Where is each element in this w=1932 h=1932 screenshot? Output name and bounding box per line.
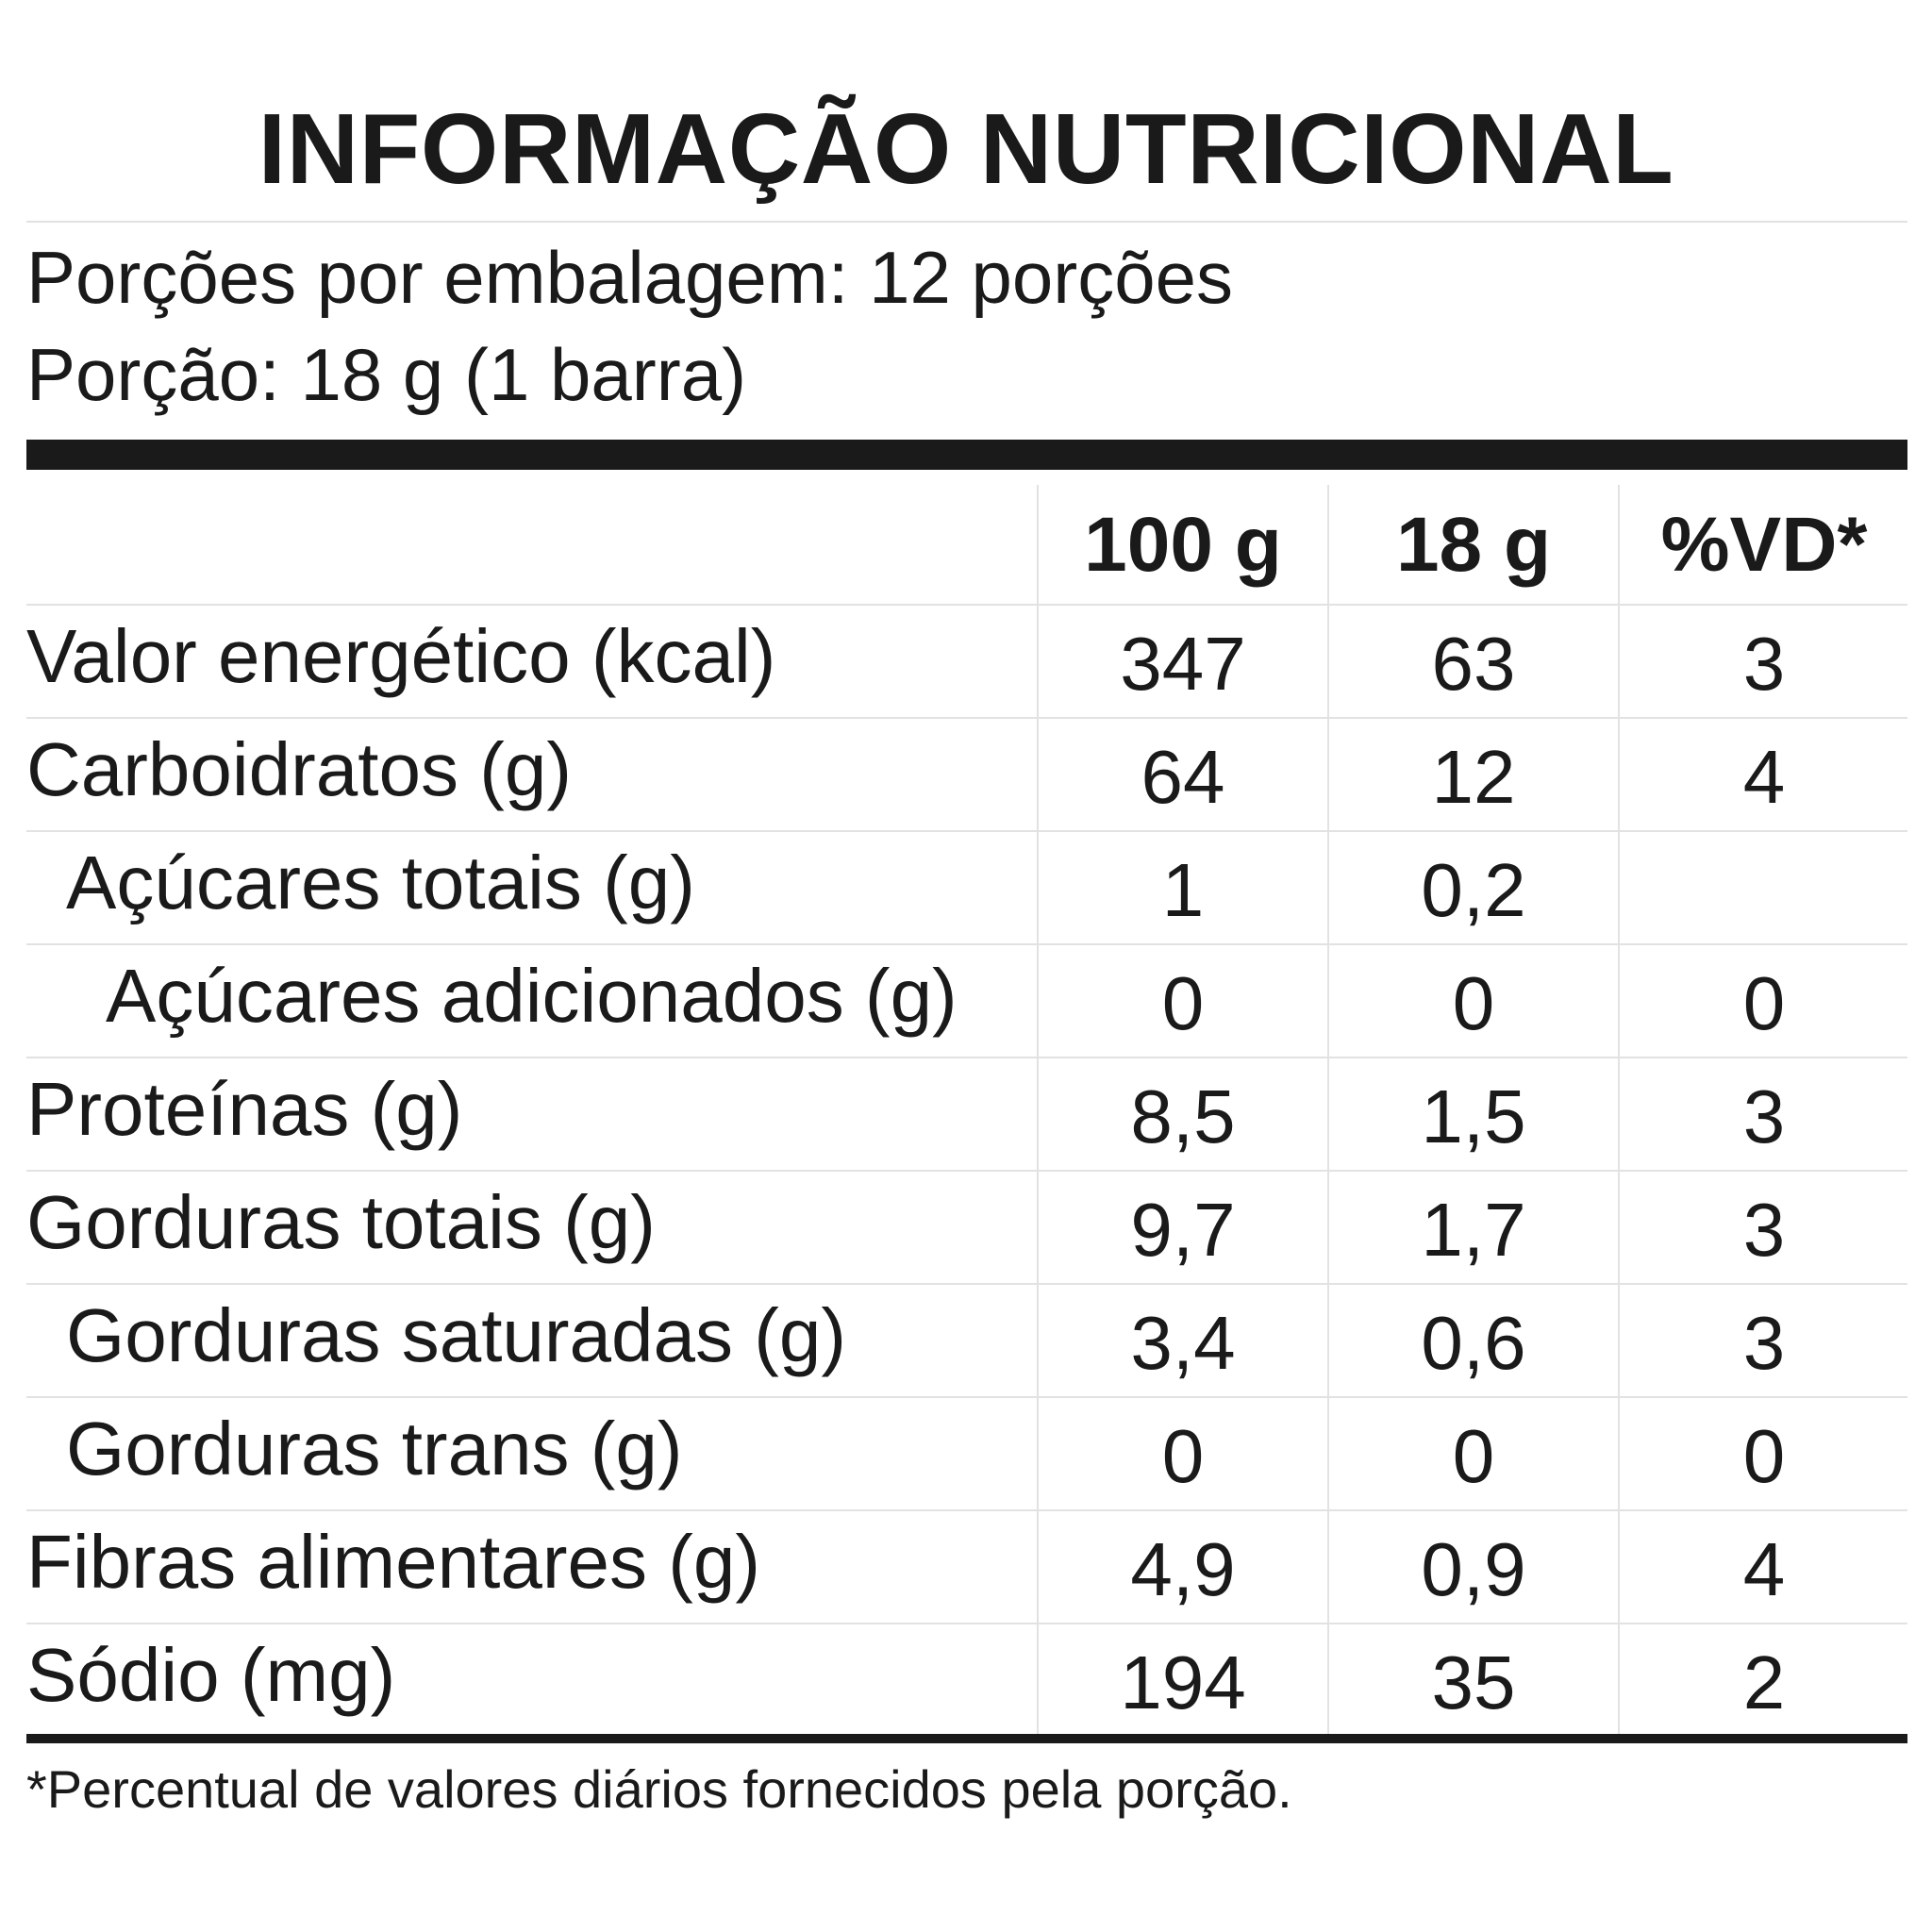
- row-label: Valor energético (kcal): [26, 614, 776, 698]
- value-100g: 3,4: [1130, 1301, 1236, 1385]
- value-vd: 2: [1742, 1641, 1786, 1724]
- row-divider: [26, 1170, 1907, 1172]
- value-100g: 8,5: [1130, 1074, 1236, 1158]
- value-100g: 0: [1161, 1414, 1205, 1498]
- row-label: Fibras alimentares (g): [26, 1520, 761, 1604]
- row-label: Sódio (mg): [26, 1633, 396, 1717]
- row-divider: [26, 1509, 1907, 1511]
- table-row: Sódio (mg) 194 35 2: [0, 1623, 1932, 1736]
- value-100g: 9,7: [1130, 1188, 1236, 1272]
- value-portion: 0,6: [1421, 1301, 1526, 1385]
- value-portion: 1,5: [1421, 1074, 1526, 1158]
- row-label: Açúcares totais (g): [66, 841, 695, 924]
- value-portion: 0,2: [1421, 848, 1526, 932]
- value-vd: 0: [1742, 961, 1786, 1045]
- row-divider: [26, 1283, 1907, 1285]
- value-portion: 1,7: [1421, 1188, 1526, 1272]
- value-vd: 4: [1742, 735, 1786, 819]
- row-label: Gorduras totais (g): [26, 1180, 656, 1264]
- value-100g: 64: [1141, 735, 1225, 819]
- servings-per-package: Porções por embalagem: 12 porções: [26, 236, 1234, 319]
- table-row: Carboidratos (g) 64 12 4: [0, 717, 1932, 830]
- table-row: Açúcares totais (g) 1 0,2: [0, 830, 1932, 943]
- row-label: Açúcares adicionados (g): [106, 954, 958, 1038]
- row-divider: [26, 604, 1907, 606]
- footnote: *Percentual de valores diários fornecido…: [26, 1759, 1292, 1819]
- value-vd: [1619, 830, 1909, 943]
- value-vd: 3: [1742, 1074, 1786, 1158]
- value-vd: 3: [1742, 1301, 1786, 1385]
- value-vd: 3: [1742, 622, 1786, 706]
- value-portion: 0,9: [1421, 1527, 1526, 1611]
- row-divider: [26, 1623, 1907, 1624]
- table-row: Açúcares adicionados (g) 0 0 0: [0, 943, 1932, 1057]
- row-label: Proteínas (g): [26, 1067, 463, 1151]
- title-divider: [26, 221, 1907, 223]
- row-divider: [26, 1396, 1907, 1398]
- value-100g: 0: [1161, 961, 1205, 1045]
- table-row: Gorduras saturadas (g) 3,4 0,6 3: [0, 1283, 1932, 1396]
- row-label: Carboidratos (g): [26, 727, 573, 811]
- value-portion: 35: [1431, 1641, 1516, 1724]
- value-vd: 0: [1742, 1414, 1786, 1498]
- value-vd: 3: [1742, 1188, 1786, 1272]
- header-thick-divider: [26, 440, 1907, 470]
- column-divider-2: [1327, 485, 1329, 1734]
- column-header-100g: 100 g: [1084, 502, 1282, 588]
- value-100g: 4,9: [1130, 1527, 1236, 1611]
- column-divider-1: [1037, 485, 1039, 1734]
- row-label: Gorduras saturadas (g): [66, 1293, 847, 1377]
- footer-thick-divider: [26, 1734, 1907, 1743]
- row-divider: [26, 1057, 1907, 1058]
- row-divider: [26, 717, 1907, 719]
- table-row: Valor energético (kcal) 347 63 3: [0, 604, 1932, 717]
- value-100g: 194: [1120, 1641, 1246, 1724]
- value-100g: 347: [1120, 622, 1246, 706]
- table-row: Gorduras totais (g) 9,7 1,7 3: [0, 1170, 1932, 1283]
- row-divider: [26, 830, 1907, 832]
- row-label: Gorduras trans (g): [66, 1407, 683, 1491]
- serving-size: Porção: 18 g (1 barra): [26, 333, 747, 416]
- value-100g: 1: [1161, 848, 1205, 932]
- column-divider-3: [1618, 485, 1620, 1734]
- row-divider: [26, 943, 1907, 945]
- column-header-portion: 18 g: [1395, 502, 1552, 588]
- page-title: INFORMAÇÃO NUTRICIONAL: [258, 93, 1674, 205]
- value-portion: 0: [1452, 961, 1495, 1045]
- value-vd: 4: [1742, 1527, 1786, 1611]
- table-row: Gorduras trans (g) 0 0 0: [0, 1396, 1932, 1509]
- table-row: Fibras alimentares (g) 4,9 0,9 4: [0, 1509, 1932, 1623]
- table-row: Proteínas (g) 8,5 1,5 3: [0, 1057, 1932, 1170]
- value-portion: 63: [1431, 622, 1516, 706]
- value-portion: 12: [1431, 735, 1516, 819]
- column-header-vd: %VD*: [1660, 502, 1868, 588]
- value-portion: 0: [1452, 1414, 1495, 1498]
